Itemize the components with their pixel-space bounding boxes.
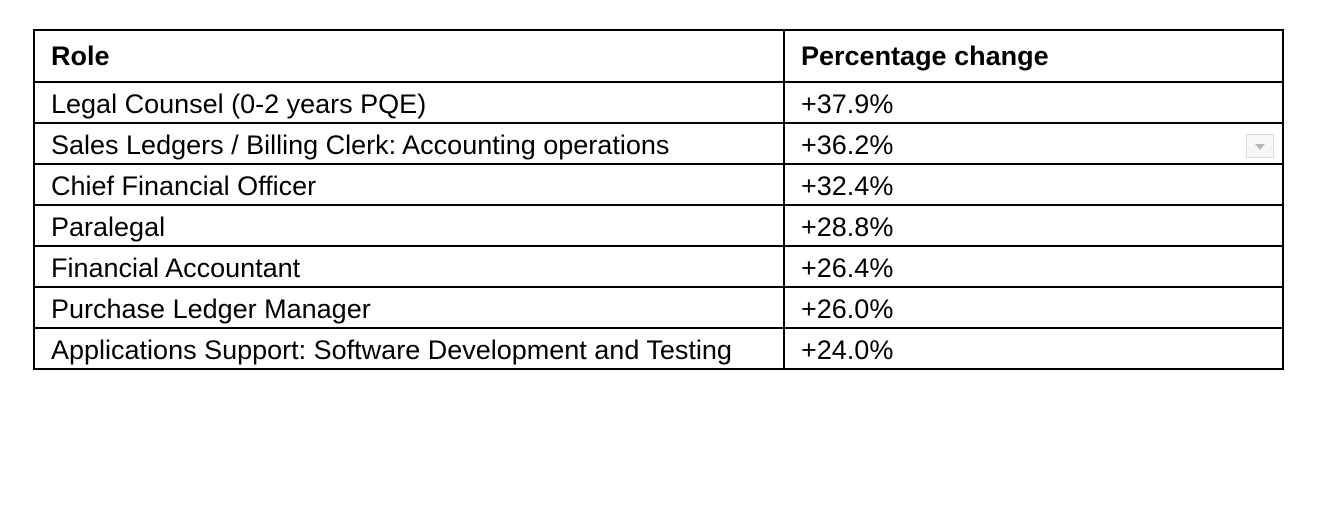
role-cell: Financial Accountant (33, 245, 785, 288)
percentage-cell: +37.9% (783, 81, 1284, 124)
role-cell: Paralegal (33, 204, 785, 247)
percentage-cell: +24.0% (783, 327, 1284, 370)
table-row: Financial Accountant +26.4% (33, 245, 1284, 288)
table-row: Chief Financial Officer +32.4% (33, 163, 1284, 206)
percentage-cell: +26.0% (783, 286, 1284, 329)
roles-table: Role Percentage change Legal Counsel (0-… (33, 29, 1284, 370)
table-row: Legal Counsel (0-2 years PQE) +37.9% (33, 81, 1284, 124)
percentage-cell: +26.4% (783, 245, 1284, 288)
header-row: Role Percentage change (33, 29, 1284, 83)
chevron-down-icon[interactable] (1246, 134, 1274, 158)
percentage-value: +36.2% (801, 130, 894, 160)
table-row: Paralegal +28.8% (33, 204, 1284, 247)
role-cell: Applications Support: Software Developme… (33, 327, 785, 370)
percentage-cell: +36.2% (783, 122, 1284, 165)
header-role: Role (33, 29, 785, 83)
header-percentage-change: Percentage change (783, 29, 1284, 83)
role-cell: Legal Counsel (0-2 years PQE) (33, 81, 785, 124)
table-row: Applications Support: Software Developme… (33, 327, 1284, 370)
role-cell: Sales Ledgers / Billing Clerk: Accountin… (33, 122, 785, 165)
table-row: Sales Ledgers / Billing Clerk: Accountin… (33, 122, 1284, 165)
table-row: Purchase Ledger Manager +26.0% (33, 286, 1284, 329)
role-cell: Chief Financial Officer (33, 163, 785, 206)
percentage-cell: +32.4% (783, 163, 1284, 206)
role-cell: Purchase Ledger Manager (33, 286, 785, 329)
percentage-cell: +28.8% (783, 204, 1284, 247)
